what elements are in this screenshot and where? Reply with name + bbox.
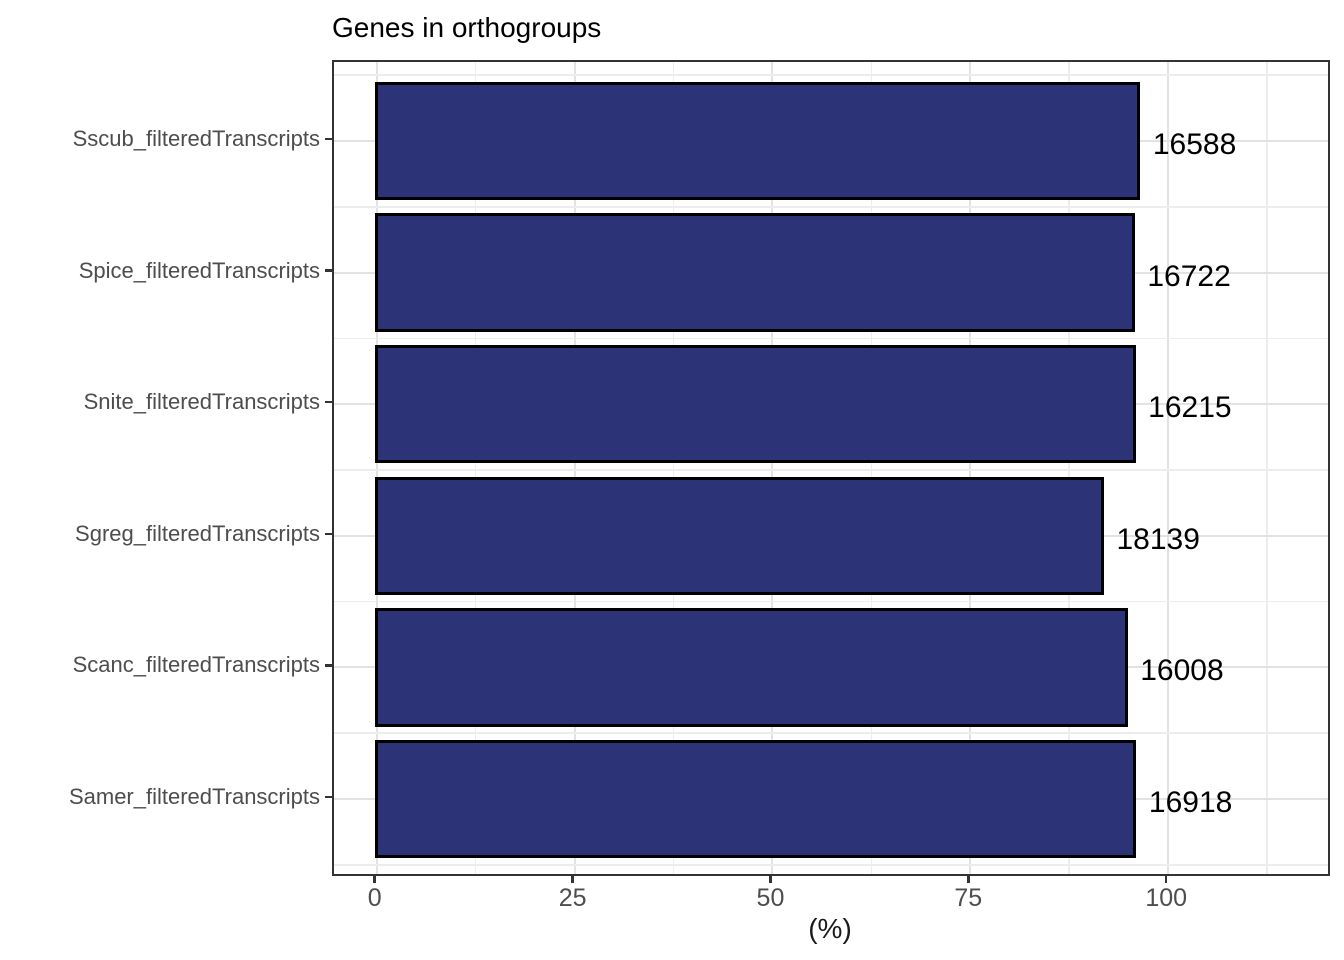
grid-line-horizontal-minor [334, 732, 1328, 734]
y-tick [325, 664, 332, 667]
bar [375, 81, 1141, 201]
y-tick [325, 400, 332, 404]
bar-value-label: 16918 [1148, 786, 1233, 820]
x-tick-label: 75 [954, 884, 983, 912]
bar-value-label: 18139 [1116, 522, 1200, 556]
y-axis-label: Samer_filteredTranscripts [68, 784, 320, 810]
bar [375, 476, 1104, 596]
x-tick [571, 876, 574, 883]
grid-line-vertical-minor [672, 62, 675, 874]
grid-line-horizontal-minor [334, 74, 1328, 76]
y-axis-label: Scanc_filteredTranscripts [72, 652, 320, 678]
x-tick [1164, 876, 1168, 883]
x-tick-label: 50 [756, 884, 785, 912]
grid-line-horizontal-minor [334, 337, 1328, 340]
x-tick [967, 876, 970, 883]
grid-line-vertical-major [771, 62, 774, 874]
chart-title: Genes in orthogroups [332, 12, 602, 43]
y-tick [325, 269, 332, 272]
grid-line-vertical-minor [1068, 62, 1070, 874]
grid-line-vertical-minor [870, 62, 873, 874]
grid-line-vertical-minor [474, 62, 477, 874]
grid-line-vertical-major [1167, 62, 1170, 874]
bar-value-label: 16588 [1152, 127, 1237, 161]
bar-value-label: 16722 [1147, 259, 1231, 293]
y-axis-label: Snite_filteredTranscripts [83, 389, 320, 415]
grid-line-horizontal-minor [334, 600, 1328, 603]
grid-line-vertical-major [375, 62, 378, 874]
x-tick [769, 876, 772, 883]
bar [375, 608, 1128, 727]
y-tick [325, 532, 332, 536]
grid-line-vertical-major [573, 62, 576, 874]
y-axis-label: Spice_filteredTranscripts [78, 257, 320, 283]
x-tick-label: 100 [1145, 884, 1188, 912]
bar [375, 344, 1136, 464]
bar [375, 739, 1137, 859]
y-tick [325, 795, 332, 799]
x-tick-label: 0 [367, 884, 382, 912]
grid-line-vertical-major [969, 62, 972, 874]
y-axis-label: Sgreg_filteredTranscripts [75, 520, 320, 546]
bar [375, 213, 1135, 332]
x-tick [373, 876, 376, 883]
plot-panel: 16588 16722 16215 18139 16008 16918 [332, 60, 1330, 876]
y-axis-label: Sscub_filteredTranscripts [72, 125, 320, 151]
x-tick-label: 25 [558, 884, 587, 912]
bar-value-label: 16215 [1148, 391, 1232, 425]
grid-line-horizontal-minor [334, 864, 1328, 866]
grid-line-horizontal-minor [334, 206, 1328, 208]
y-tick [325, 137, 332, 141]
grid-line-vertical-minor [1266, 62, 1268, 874]
bar-value-label: 16008 [1140, 654, 1224, 688]
grid-line-horizontal-minor [334, 469, 1328, 471]
x-axis-title: (%) [808, 913, 852, 944]
